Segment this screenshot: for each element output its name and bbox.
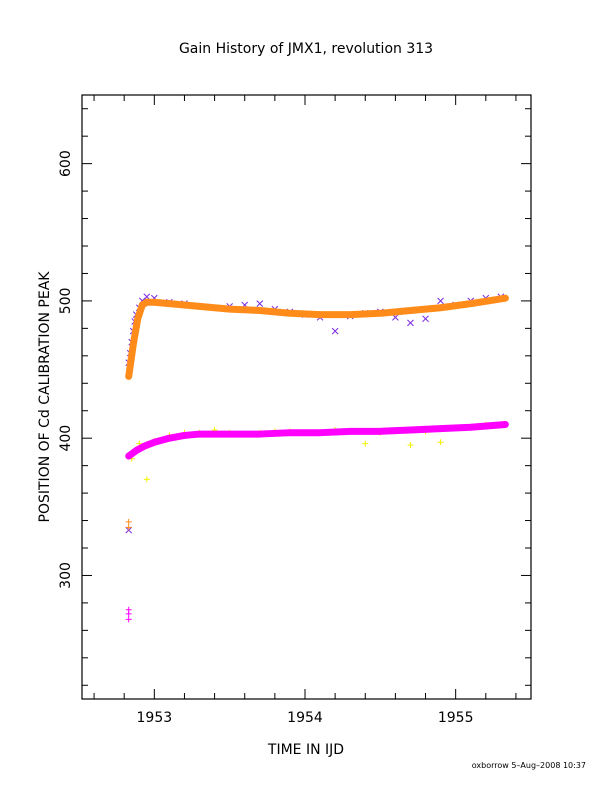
axis-ticks (82, 95, 531, 699)
chart-title: Gain History of JMX1, revolution 313 (179, 41, 433, 57)
x-tick-label: 1954 (287, 710, 323, 726)
y-axis-label: POSITION OF Cd CALIBRATION PEAK (37, 271, 53, 523)
series-0-points-x (125, 293, 505, 534)
data-point (331, 327, 339, 335)
data-point (125, 518, 132, 525)
y-tick-label: 500 (58, 288, 74, 315)
axis-tick-labels: 1953 1954 1955 300 400 500 600 (58, 150, 473, 726)
data-point (407, 319, 414, 327)
x-tick-label: 1953 (137, 710, 173, 726)
series-5-points-plus (125, 606, 132, 623)
data-point (256, 300, 264, 308)
data-point (422, 315, 429, 323)
data-point (143, 476, 150, 483)
data-point (125, 616, 132, 623)
series-1-fit (125, 294, 509, 380)
x-tick-label: 1955 (438, 710, 474, 726)
fit-line (125, 420, 509, 460)
y-tick-label: 300 (58, 562, 74, 589)
series-2-points-plus (125, 518, 132, 531)
data-point (407, 442, 414, 449)
data-point (437, 297, 444, 305)
series-4-fit (125, 420, 509, 460)
data-point (125, 524, 132, 531)
y-tick-label: 600 (58, 150, 74, 177)
credit-text: oxborrow 5–Aug–2008 10:37 (472, 761, 586, 770)
y-tick-label: 400 (58, 425, 74, 452)
data-point (362, 440, 369, 447)
fit-line (125, 294, 509, 380)
chart-marks (125, 293, 509, 623)
x-axis-label: TIME IN IJD (267, 742, 344, 758)
plot-frame (81, 94, 532, 700)
data-point (125, 606, 132, 613)
data-point (437, 439, 444, 446)
